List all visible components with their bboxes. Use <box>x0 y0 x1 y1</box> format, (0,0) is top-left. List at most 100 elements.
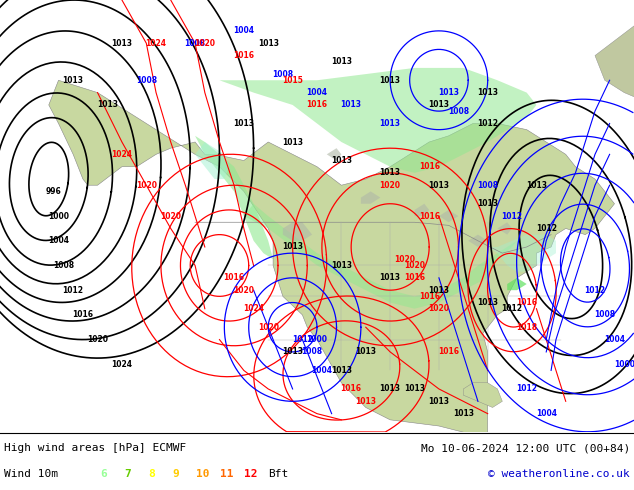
Text: 1004: 1004 <box>306 88 328 97</box>
Text: 1016: 1016 <box>418 292 439 301</box>
Text: 1013: 1013 <box>331 57 352 66</box>
Polygon shape <box>488 235 556 271</box>
Text: 1016: 1016 <box>233 51 254 60</box>
Text: 1008: 1008 <box>53 261 74 270</box>
Text: 1012: 1012 <box>516 385 537 393</box>
Text: 1004: 1004 <box>233 26 254 35</box>
Text: 1013: 1013 <box>380 385 401 393</box>
Text: 1013: 1013 <box>477 88 498 97</box>
Text: 1020: 1020 <box>258 323 279 332</box>
Text: 1012: 1012 <box>536 224 557 233</box>
Text: 1012: 1012 <box>501 304 522 313</box>
Text: 1020: 1020 <box>233 286 254 294</box>
Text: 1013: 1013 <box>429 100 450 109</box>
Polygon shape <box>283 222 312 241</box>
Text: 1013: 1013 <box>282 138 303 147</box>
Polygon shape <box>327 148 341 161</box>
Text: 1016: 1016 <box>72 310 93 319</box>
Text: 1020: 1020 <box>404 261 425 270</box>
Text: 1020: 1020 <box>87 335 108 344</box>
Text: 1008: 1008 <box>594 310 616 319</box>
Text: 1013: 1013 <box>453 409 474 418</box>
Text: 1016: 1016 <box>404 273 425 282</box>
Text: 6: 6 <box>100 469 107 479</box>
Text: 1020: 1020 <box>160 212 181 220</box>
Text: 1024: 1024 <box>112 360 133 369</box>
Text: 1013: 1013 <box>63 76 84 85</box>
Text: 1016: 1016 <box>516 298 537 307</box>
Text: 9: 9 <box>172 469 179 479</box>
Text: 1008: 1008 <box>477 181 498 190</box>
Polygon shape <box>49 80 614 463</box>
Polygon shape <box>361 192 380 204</box>
Polygon shape <box>195 136 273 259</box>
Text: 1013: 1013 <box>526 181 547 190</box>
Text: 1012: 1012 <box>477 119 498 128</box>
Polygon shape <box>595 12 634 105</box>
Text: 1016: 1016 <box>438 347 459 356</box>
Text: 1013: 1013 <box>477 298 498 307</box>
Text: 1013: 1013 <box>438 88 459 97</box>
Text: © weatheronline.co.uk: © weatheronline.co.uk <box>488 469 630 479</box>
Text: 1012: 1012 <box>501 212 522 220</box>
Polygon shape <box>468 235 488 247</box>
Text: 11: 11 <box>220 469 233 479</box>
Text: 1013: 1013 <box>380 273 401 282</box>
Text: 1004: 1004 <box>311 366 332 375</box>
Text: 1013: 1013 <box>477 199 498 208</box>
Text: 1024: 1024 <box>243 304 264 313</box>
Text: 1013: 1013 <box>355 347 376 356</box>
Text: 1013: 1013 <box>429 397 450 406</box>
Text: 1008: 1008 <box>448 107 469 116</box>
Text: 1016: 1016 <box>418 212 439 220</box>
Polygon shape <box>463 383 502 408</box>
Text: 1013: 1013 <box>233 119 254 128</box>
Text: 1013: 1013 <box>340 100 361 109</box>
Text: 1013: 1013 <box>331 366 352 375</box>
Text: 1013: 1013 <box>355 397 376 406</box>
Text: 7: 7 <box>124 469 131 479</box>
Text: 1013: 1013 <box>429 286 450 294</box>
Text: 1008: 1008 <box>272 70 294 78</box>
Text: 1020: 1020 <box>136 181 157 190</box>
Text: 1000: 1000 <box>48 212 69 220</box>
Text: 1016: 1016 <box>340 385 361 393</box>
Text: 1018: 1018 <box>516 323 537 332</box>
Text: 1013: 1013 <box>112 39 133 48</box>
Text: 1004: 1004 <box>604 335 625 344</box>
Text: 1012: 1012 <box>292 335 313 344</box>
Polygon shape <box>498 222 512 235</box>
Text: 1013: 1013 <box>97 100 118 109</box>
Text: 1000: 1000 <box>614 360 634 369</box>
Text: 1015: 1015 <box>282 76 303 85</box>
Text: 1004: 1004 <box>48 236 69 245</box>
Polygon shape <box>195 142 230 179</box>
Text: Mo 10-06-2024 12:00 UTC (00+84): Mo 10-06-2024 12:00 UTC (00+84) <box>421 443 630 453</box>
Text: 10: 10 <box>196 469 209 479</box>
Text: 1012: 1012 <box>63 286 84 294</box>
Text: 1013: 1013 <box>331 156 352 165</box>
Text: 1004: 1004 <box>536 409 557 418</box>
Text: 1013: 1013 <box>380 119 401 128</box>
Text: 1013: 1013 <box>380 169 401 177</box>
Text: 1013: 1013 <box>282 243 303 251</box>
Text: 1013: 1013 <box>331 261 352 270</box>
Text: 1020: 1020 <box>195 39 216 48</box>
Text: 1013: 1013 <box>429 181 450 190</box>
Text: 996: 996 <box>46 187 61 196</box>
Polygon shape <box>507 278 527 290</box>
Text: 1013: 1013 <box>282 347 303 356</box>
Text: 1008: 1008 <box>184 39 205 48</box>
Text: Wind 10m: Wind 10m <box>4 469 58 479</box>
Text: 1020: 1020 <box>380 181 401 190</box>
Text: Bft: Bft <box>268 469 288 479</box>
Polygon shape <box>219 68 536 173</box>
Text: 1013: 1013 <box>380 76 401 85</box>
Text: 1008: 1008 <box>136 76 157 85</box>
Text: 1020: 1020 <box>429 304 450 313</box>
Text: 1013: 1013 <box>258 39 279 48</box>
Text: 1020: 1020 <box>394 255 415 264</box>
Text: 1013: 1013 <box>404 385 425 393</box>
Text: 1008: 1008 <box>302 347 323 356</box>
Text: 1000: 1000 <box>306 335 328 344</box>
